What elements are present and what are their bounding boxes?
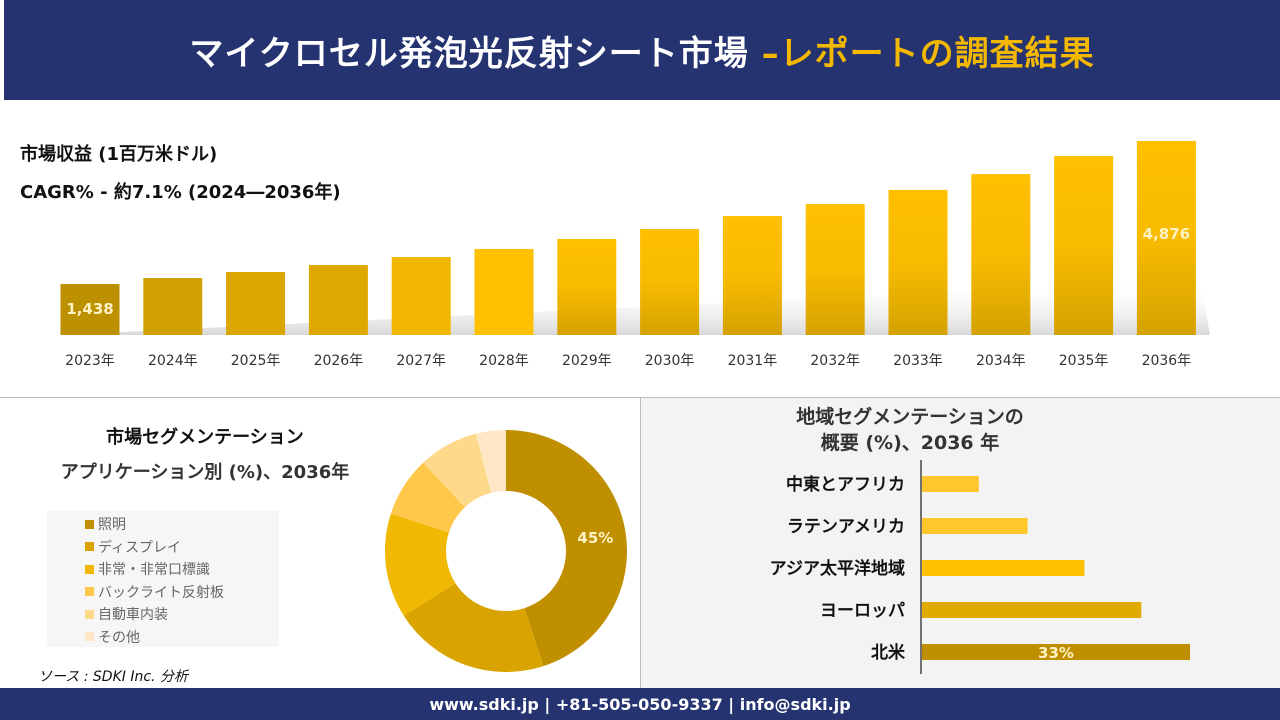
donut-data-label: 45% — [577, 529, 613, 547]
x-tick-label: 2033年 — [893, 353, 943, 369]
x-tick-label: 2034年 — [976, 353, 1026, 369]
bar-2026年 — [308, 264, 368, 335]
donut-slice-ディスプレイ — [403, 583, 544, 672]
source-note: ソース : SDKI Inc. 分析 — [38, 669, 188, 685]
bar-2033年 — [888, 189, 948, 335]
legend-label: 自動車内装 — [98, 607, 168, 624]
x-tick-label: 2036年 — [1142, 353, 1192, 369]
x-tick-label: 2024年 — [148, 353, 198, 369]
donut-legend: 照明ディスプレイ非常・非常口標識 バックライト反射板 自動車内装その他 — [47, 511, 279, 647]
region-data-label: 33% — [1038, 644, 1074, 662]
bar-2024年 — [143, 278, 203, 335]
bar-2035年 — [1054, 155, 1114, 335]
bar-2028年 — [474, 248, 534, 335]
header-banner: マイクロセル発泡光反射シート市場 –レポートの調査結果 — [4, 0, 1280, 100]
x-tick-label: 2026年 — [314, 353, 364, 369]
page-title: マイクロセル発泡光反射シート市場 –レポートの調査結果 — [189, 26, 1094, 75]
cagr-label: CAGR% - 約7.1% (2024―2036年) — [20, 182, 341, 203]
donut-slice-照明 — [506, 430, 627, 667]
region-label: 中東とアフリカ — [786, 474, 905, 495]
donut-slice-その他 — [475, 430, 506, 493]
legend-label: ディスプレイ — [98, 539, 182, 556]
footer-contact: www.sdki.jp | +81-505-050-9337 | info@sd… — [0, 688, 1280, 720]
x-tick-label: 2031年 — [728, 353, 778, 369]
legend-item: バックライト反射板 — [85, 581, 279, 604]
bar-data-label: 1,438 — [66, 300, 113, 318]
legend-swatch — [85, 609, 94, 619]
legend-swatch — [85, 632, 94, 642]
bar-2027年 — [391, 257, 451, 335]
x-tick-label: 2032年 — [810, 353, 860, 369]
section-divider — [0, 397, 1280, 398]
bar-2034年 — [971, 174, 1031, 335]
regional-title-line1: 地域セグメンテーションの — [796, 406, 1024, 428]
region-bar-ラテンアメリカ — [922, 518, 1028, 534]
revenue-label: 市場収益 (1百万米ドル) — [20, 144, 218, 165]
legend-item: ディスプレイ — [85, 536, 279, 559]
bar-data-label: 4,876 — [1143, 225, 1190, 243]
bar-2025年 — [226, 272, 286, 335]
region-label: ラテンアメリカ — [787, 517, 905, 537]
legend-label: バックライト反射板 — [98, 584, 224, 601]
legend-swatch — [85, 519, 94, 529]
revenue-bar-chart: 2023年 1,438 2024年 2025年 2026年 2027年 2028年 2029年… — [60, 140, 1210, 369]
region-label: アジア太平洋地域 — [770, 558, 905, 579]
bar-2029年 — [557, 238, 617, 335]
application-donut-chart: 45% — [385, 430, 627, 672]
legend-item: その他 — [85, 626, 279, 649]
x-tick-label: 2028年 — [479, 353, 529, 369]
legend-label: その他 — [98, 629, 140, 646]
region-label: ヨーロッパ — [820, 601, 905, 621]
donut-slice-自動車内装 — [423, 433, 492, 508]
legend-swatch — [85, 564, 94, 574]
title-main: マイクロセル発泡光反射シート市場 — [189, 33, 749, 74]
x-tick-label: 2029年 — [562, 353, 612, 369]
legend-item: 照明 — [85, 513, 279, 536]
title-accent: –レポートの調査結果 — [761, 33, 1095, 74]
region-bar-北米 — [922, 644, 1190, 660]
bar-2031年 — [722, 216, 782, 335]
region-bar-アジア太平洋地域 — [922, 560, 1085, 576]
legend-item: 非常・非常口標識 — [85, 558, 279, 581]
bar-2030年 — [640, 228, 700, 335]
bar-2036年 — [1136, 140, 1196, 335]
regional-title-line2: 概要 (%)、2036 年 — [820, 432, 1000, 454]
x-tick-label: 2030年 — [645, 353, 695, 369]
x-tick-label: 2027年 — [396, 353, 446, 369]
bar-2032年 — [805, 204, 865, 335]
x-tick-label: 2035年 — [1059, 353, 1109, 369]
region-bar-中東とアフリカ — [922, 476, 979, 492]
legend-label: 照明 — [98, 517, 126, 534]
region-label: 北米 — [871, 642, 906, 663]
legend-swatch — [85, 587, 94, 597]
regional-title: 地域セグメンテーションの 概要 (%)、2036 年 — [640, 404, 1180, 456]
region-bar-ヨーロッパ — [922, 602, 1142, 618]
segment-title: 市場セグメンテーション — [106, 427, 304, 448]
donut-slice-非常・非常口標識 — [385, 513, 456, 616]
legend-swatch — [85, 542, 94, 552]
x-tick-label: 2023年 — [65, 353, 115, 369]
segment-subtitle: アプリケーション別 (%)、2036年 — [60, 462, 350, 483]
bar-2023年 — [60, 283, 120, 335]
x-tick-label: 2025年 — [231, 353, 281, 369]
donut-slice-バックライト反射板 — [390, 462, 465, 533]
legend-label: 非常・非常口標識 — [98, 562, 210, 579]
regional-panel — [640, 398, 1280, 688]
legend-item: 自動車内装 — [85, 603, 279, 626]
